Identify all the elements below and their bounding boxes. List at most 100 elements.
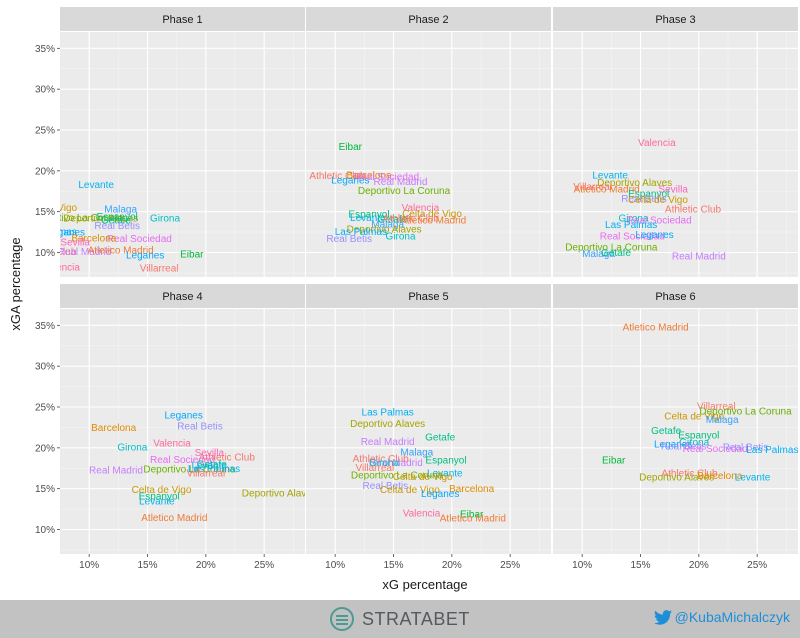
y-tick-label: 10% (35, 525, 55, 536)
team-label: Las Palmas (25, 227, 77, 238)
team-label: Getafe (101, 215, 131, 226)
team-label: Atletico Madrid (440, 514, 506, 525)
facet-title: Phase 1 (162, 14, 202, 26)
team-label: Leganes (421, 489, 459, 500)
team-label: Espanyol (348, 210, 389, 221)
facet-strip (306, 7, 551, 31)
team-label: Las Palmas (605, 220, 657, 231)
x-axis-title: xG percentage (382, 577, 467, 592)
team-label: Real Sociedad (683, 444, 748, 455)
team-label: Eibar (180, 250, 204, 261)
team-label: Espanyol (97, 212, 138, 223)
team-label: Villarreal (355, 463, 394, 474)
team-label: Leganes (126, 250, 164, 261)
facet-panel: Phase 6 10% 15% 20% 25% Atletico Madrid Villar… (553, 284, 798, 571)
team-label: Real Madrid (369, 458, 423, 469)
y-tick-label: 35% (35, 321, 55, 332)
team-label: Valencia (638, 138, 676, 149)
team-label: Celta de Vigo (380, 485, 440, 496)
team-label: Sevilla (195, 448, 225, 459)
team-label: Espanyol (678, 430, 719, 441)
team-label: Celta de Vigo (402, 209, 462, 220)
team-label: Girona (150, 214, 180, 225)
team-label: Girona (618, 214, 648, 225)
x-tick-label: 25% (500, 560, 520, 571)
team-label: Villarreal (140, 264, 179, 275)
team-label: Real Betis (363, 481, 409, 492)
team-label: Barcelona (449, 484, 494, 495)
team-label: Sevilla (60, 237, 90, 248)
y-tick-label: 30% (35, 362, 55, 373)
team-label: Real Betis (326, 234, 372, 245)
team-label: Atletico Madrid (400, 215, 466, 226)
team-label: Atletico Madrid (141, 513, 207, 524)
team-label: Real Sociedad (150, 455, 215, 466)
team-label: Celta de Vigo (393, 472, 453, 483)
team-label: Real Sociedad (107, 234, 172, 245)
y-tick-label: 25% (35, 403, 55, 414)
team-label: Leganes (47, 228, 85, 239)
team-label: Malaga (371, 219, 404, 230)
twitter-handle-text: @KubaMichalczyk (674, 609, 790, 625)
team-label: Athletic Club (665, 205, 722, 216)
facet-strip (553, 7, 798, 31)
y-tick-label: 20% (35, 443, 55, 454)
team-label: Espanyol (139, 492, 180, 503)
team-label: Real Betis (723, 443, 769, 454)
team-label: Atletico Madrid (623, 322, 689, 333)
team-label: Deportivo Alaves (347, 224, 422, 235)
team-label: Valencia (153, 438, 191, 449)
team-label: Las Palmas (188, 464, 240, 475)
twitter-bird-icon (653, 609, 672, 625)
team-label: Espanyol (425, 456, 466, 467)
x-tick-label: 20% (442, 560, 462, 571)
team-label: Deportivo La Coruna (351, 470, 444, 481)
team-label: Villarreal (186, 469, 225, 480)
team-label: Eibar (602, 456, 626, 467)
team-label: Getafe (601, 248, 631, 259)
x-tick-label: 20% (196, 560, 216, 571)
facet-title: Phase 6 (655, 291, 695, 303)
team-label: Villarreal (573, 182, 612, 193)
twitter-handle[interactable]: @KubaMichalczyk (653, 609, 790, 625)
x-tick-label: 10% (79, 560, 99, 571)
team-label: Getafe (197, 460, 227, 471)
team-label: Levante (427, 469, 463, 480)
team-label: Real Madrid (672, 251, 726, 262)
x-tick-label: 10% (325, 560, 345, 571)
team-label: Athletic Club (383, 214, 440, 225)
brand: STRATABET (330, 606, 470, 632)
team-label: Celta de Vigo (664, 411, 724, 422)
team-label: Valencia (42, 263, 80, 274)
team-label: Celta de Vigo (17, 203, 77, 214)
team-label: Athletic Club (199, 452, 256, 463)
team-label: Leganes (331, 175, 369, 186)
team-label: Las Palmas (362, 407, 414, 418)
team-label: Levante (735, 473, 771, 484)
team-label: Levante (192, 460, 228, 471)
team-label: Real Sociedad (354, 172, 419, 183)
team-label: Malaga (706, 415, 739, 426)
team-label: Deportivo Alaves (597, 178, 672, 189)
team-label: Celta de Vigo (628, 195, 688, 206)
team-label: Real Betis (661, 442, 707, 453)
x-tick-label: 25% (747, 560, 767, 571)
team-label: Real Madrid (58, 247, 112, 258)
team-label: Leganes (164, 411, 202, 422)
x-tick-label: 15% (383, 560, 403, 571)
facet-panel: Phase 4 10% 15% 20% 25% 30% 35% 10% 15% 20% 25% Leg… (35, 284, 305, 571)
team-label: Deportivo Alaves (639, 473, 714, 484)
team-label: Deportivo La Coruna (565, 242, 658, 253)
y-tick-label: 20% (35, 166, 55, 177)
team-label: Deportivo Alaves (350, 419, 425, 430)
team-label: Real Madrid (361, 437, 415, 448)
facet-strip (306, 284, 551, 308)
team-label: Barcelona (697, 471, 742, 482)
facet-strip (60, 284, 305, 308)
x-tick-label: 20% (689, 560, 709, 571)
